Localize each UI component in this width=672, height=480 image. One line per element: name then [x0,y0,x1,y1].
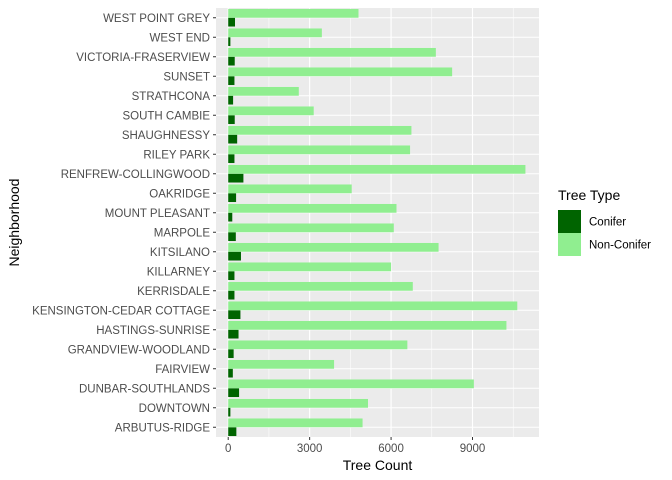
y-tick-label: ARBUTUS-RIDGE [115,422,211,434]
y-tick-label: RENFREW-COLLINGWOOD [61,169,210,181]
y-tick-label: STRATHCONA [132,91,211,103]
bar-conifer-renfrew-collingwood [228,173,244,183]
y-tick-label: MARPOLE [154,227,211,239]
bar-conifer-mount-pleasant [228,212,233,222]
y-tick-label: WEST POINT GREY [103,13,210,25]
bar-non-conifer-oakridge [228,184,352,194]
bar-conifer-arbutus-ridge [228,427,237,437]
bar-conifer-oakridge [228,193,237,203]
y-tick-label: KENSINGTON-CEDAR COTTAGE [32,305,210,317]
bar-conifer-kerrisdale [228,290,235,300]
bar-non-conifer-hastings-sunrise [228,320,507,330]
y-tick-label: DUNBAR-SOUTHLANDS [79,383,210,395]
x-tick-label: 0 [225,443,231,455]
legend: Tree Type Conifer Non-Conifer [558,187,651,256]
bar-conifer-strathcona [228,95,234,105]
bar-non-conifer-downtown [228,398,368,408]
y-tick-label: KILLARNEY [147,266,211,278]
bar-conifer-kensington-cedar-cottage [228,310,241,320]
y-tick-label: OAKRIDGE [149,188,210,200]
bar-non-conifer-shaughnessy [228,125,412,135]
y-tick-label: DOWNTOWN [139,403,210,415]
bar-conifer-sunset [228,76,235,86]
x-axis: 0 3000 6000 9000 [225,437,485,455]
bar-conifer-south-cambie [228,115,235,125]
bar-non-conifer-renfrew-collingwood [228,164,526,174]
y-tick-label: FAIRVIEW [155,364,210,376]
bar-non-conifer-marpole [228,223,394,233]
bar-conifer-hastings-sunrise [228,329,239,339]
y-tick-label: WEST END [150,32,211,44]
bar-non-conifer-riley-park [228,145,411,155]
bar-conifer-west-end [228,37,231,47]
y-tick-label: SHAUGHNESSY [122,130,211,142]
bar-non-conifer-west-point-grey [228,8,359,18]
bar-conifer-shaughnessy [228,134,238,144]
legend-key-conifer [558,210,581,233]
y-tick-label: KERRISDALE [137,286,210,298]
y-tick-label: GRANDVIEW-WOODLAND [68,344,210,356]
bar-conifer-downtown [228,407,231,417]
y-axis: ARBUTUS-RIDGE DOWNTOWN DUNBAR-SOUTHLANDS FA… [32,13,216,434]
x-axis-title: Tree Count [343,457,413,473]
x-tick-label: 3000 [297,443,323,455]
bar-non-conifer-grandview-woodland [228,340,408,350]
bar-non-conifer-mount-pleasant [228,203,397,213]
bar-non-conifer-dunbar-southlands [228,379,474,389]
y-tick-label: HASTINGS-SUNRISE [96,325,210,337]
bar-non-conifer-south-cambie [228,106,314,116]
legend-title: Tree Type [558,187,620,203]
bar-conifer-west-point-grey [228,17,235,27]
legend-label-conifer: Conifer [589,217,626,229]
bar-conifer-killarney [228,271,235,281]
bar-non-conifer-sunset [228,67,453,77]
bar-conifer-victoria-fraserview [228,56,235,66]
y-axis-title: Neighborhood [6,179,22,267]
bar-non-conifer-fairview [228,359,335,369]
y-tick-label: SOUTH CAMBIE [122,110,210,122]
bars [228,8,526,437]
y-tick-label: MOUNT PLEASANT [105,208,210,220]
y-tick-label: RILEY PARK [143,149,210,161]
bar-non-conifer-kerrisdale [228,281,413,291]
bar-non-conifer-killarney [228,262,392,272]
bar-conifer-grandview-woodland [228,349,234,359]
bar-non-conifer-victoria-fraserview [228,47,436,57]
x-tick-label: 6000 [378,443,404,455]
bar-conifer-kitsilano [228,251,241,261]
x-tick-label: 9000 [460,443,486,455]
y-tick-label: KITSILANO [150,247,210,259]
bar-conifer-marpole [228,232,236,242]
bar-non-conifer-arbutus-ridge [228,418,363,428]
bar-conifer-fairview [228,368,233,378]
y-tick-label: VICTORIA-FRASERVIEW [76,52,210,64]
bar-non-conifer-kensington-cedar-cottage [228,301,518,311]
bar-conifer-dunbar-southlands [228,388,240,398]
legend-label-non-conifer: Non-Conifer [589,240,651,252]
y-tick-label: SUNSET [163,71,210,83]
legend-key-non-conifer [558,233,581,256]
bar-non-conifer-kitsilano [228,242,439,252]
bar-conifer-riley-park [228,154,235,164]
bar-non-conifer-west-end [228,28,322,38]
bar-non-conifer-strathcona [228,86,299,96]
